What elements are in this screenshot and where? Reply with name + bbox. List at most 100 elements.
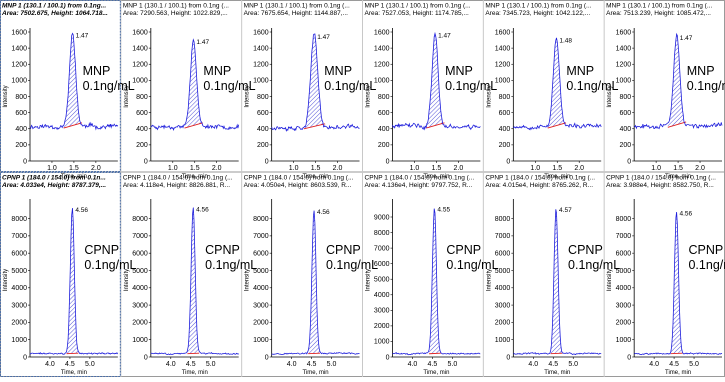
integration-baseline xyxy=(667,121,687,128)
y-tick-label: 400 xyxy=(378,126,390,133)
x-tick-label: 4.0 xyxy=(528,361,538,368)
y-axis-label: Intensity xyxy=(607,269,613,291)
x-tick-label: 4.0 xyxy=(166,361,176,368)
peak-rt-label: 4.56 xyxy=(317,209,330,216)
y-tick-label: 5000 xyxy=(616,268,632,275)
x-axis-label: Time, min xyxy=(665,174,691,180)
y-tick-label: 9000 xyxy=(374,214,390,221)
integration-baseline xyxy=(187,352,200,355)
integration-baseline xyxy=(550,352,563,355)
x-axis-label: Time, min xyxy=(303,174,329,180)
x-tick-label: 5.0 xyxy=(568,361,578,368)
chromatogram-trace xyxy=(392,208,481,356)
panel-title: CPNP 1 (184.0 / 154.0) from 0.1ng (... xyxy=(485,175,595,182)
chromatogram-panel: MNP 1 (130.1 / 100.1) from 0.1ng...Area:… xyxy=(0,0,135,180)
compound-label: MNP xyxy=(324,64,352,78)
y-tick-label: 400 xyxy=(136,126,148,133)
x-tick-label: 2.0 xyxy=(212,165,222,172)
panel-title: MNP 1 (130.1 / 100.1) from 0.1ng (... xyxy=(244,3,350,10)
x-tick-label: 1.5 xyxy=(432,165,442,172)
y-tick-label: 4000 xyxy=(132,285,148,292)
y-tick-label: 2000 xyxy=(374,323,390,330)
y-tick-label: 1200 xyxy=(253,62,269,69)
y-axis-label: Intensity xyxy=(486,85,492,107)
y-tick-label: 4000 xyxy=(253,285,269,292)
integrated-peak-area xyxy=(667,34,687,128)
y-tick-label: 3000 xyxy=(495,302,511,309)
x-tick-label: 1.5 xyxy=(190,165,200,172)
x-axis-label: Time, min xyxy=(544,370,570,376)
y-tick-label: 600 xyxy=(15,110,27,117)
panel-title: CPNP 1 (184.0 / 154.0) from 0.1ng (... xyxy=(123,175,233,182)
y-axis-label: Intensity xyxy=(3,85,9,107)
x-tick-label: 4.5 xyxy=(186,361,196,368)
panel-subtitle: Area: 7527.053, Height: 1174.785,... xyxy=(365,10,470,17)
panel-subtitle: Area: 4.136e4, Height: 9797.752, R... xyxy=(365,182,473,189)
y-tick-label: 1000 xyxy=(616,337,632,344)
panel-title: CPNP 1 (184.0 / 154.0) from 0.1ng (... xyxy=(244,175,354,182)
compound-label: MNP xyxy=(83,64,111,78)
concentration-label: 0.1ng/mL xyxy=(688,258,725,272)
panel-subtitle: Area: 7513.239, Height: 1085.472,... xyxy=(606,10,711,17)
peak-rt-label: 4.56 xyxy=(75,207,88,214)
panel-subtitle: Area: 4.015e4, Height: 8765.262, R... xyxy=(485,182,593,189)
integrated-peak-area xyxy=(184,39,203,129)
compound-label: CPNP xyxy=(84,243,119,257)
peak-rt-label: 1.47 xyxy=(680,35,693,42)
y-tick-label: 3000 xyxy=(132,302,148,309)
concentration-label: 0.1ng/mL xyxy=(324,79,376,93)
integrated-peak-area xyxy=(550,209,563,354)
chromatogram-panel: CPNP 1 (184.0 / 154.0) from 0.1ng (...Ar… xyxy=(365,175,499,377)
peak-rt-label: 4.56 xyxy=(679,211,692,218)
x-tick-label: 4.5 xyxy=(307,361,317,368)
x-tick-label: 5.0 xyxy=(448,361,458,368)
concentration-label: 0.1ng/mL xyxy=(83,79,135,93)
y-tick-label: 0 xyxy=(265,354,269,361)
chromatogram-panel: CPNP 1 (184.0 / 154.0) from 0.1ng (...Ar… xyxy=(485,175,620,377)
x-axis-label: Time, min xyxy=(182,174,208,180)
x-tick-label: 4.0 xyxy=(649,361,659,368)
y-tick-label: 1400 xyxy=(253,45,269,52)
y-tick-label: 0 xyxy=(506,158,510,165)
integration-baseline xyxy=(426,122,445,129)
y-tick-label: 1000 xyxy=(253,337,269,344)
y-tick-label: 800 xyxy=(257,94,269,101)
y-tick-label: 1000 xyxy=(374,339,390,346)
y-tick-label: 4000 xyxy=(616,285,632,292)
peak-rt-label: 1.47 xyxy=(196,39,209,46)
x-tick-label: 2.0 xyxy=(454,165,464,172)
x-tick-label: 1.0 xyxy=(651,165,661,172)
integration-baseline xyxy=(66,352,79,355)
y-tick-label: 4000 xyxy=(495,285,511,292)
concentration-label: 0.1ng/mL xyxy=(566,79,618,93)
x-axis-label: Time, min xyxy=(665,370,691,376)
x-tick-label: 4.5 xyxy=(65,361,75,368)
y-tick-label: 200 xyxy=(619,142,631,149)
panel-title: MNP 1 (130.1 / 100.1) from 0.1ng (... xyxy=(365,3,471,10)
chromatogram-panel: CPNP 1 (184.0 / 154.0) from 0.1ng (...Ar… xyxy=(244,175,378,377)
y-tick-label: 600 xyxy=(378,110,390,117)
y-tick-label: 0 xyxy=(265,158,269,165)
y-tick-label: 200 xyxy=(136,142,148,149)
x-tick-label: 4.0 xyxy=(45,361,55,368)
x-tick-label: 1.0 xyxy=(168,165,178,172)
y-tick-label: 1200 xyxy=(132,62,148,69)
y-tick-label: 8000 xyxy=(616,216,632,223)
y-tick-label: 0 xyxy=(506,354,510,361)
integration-baseline xyxy=(184,122,203,129)
panel-subtitle: Area: 4.050e4, Height: 8603.539, R... xyxy=(244,182,352,189)
y-tick-label: 6000 xyxy=(253,250,269,257)
y-tick-label: 0 xyxy=(386,158,390,165)
y-tick-label: 8000 xyxy=(374,230,390,237)
y-tick-label: 5000 xyxy=(132,268,148,275)
y-tick-label: 1000 xyxy=(11,337,27,344)
compound-label: CPNP xyxy=(326,243,361,257)
y-axis-label: Intensity xyxy=(124,269,130,291)
integrated-peak-area xyxy=(303,34,326,129)
selected-panel-frame xyxy=(0,0,121,172)
chromatogram-trace xyxy=(29,32,119,131)
chromatogram-trace xyxy=(513,209,602,356)
y-tick-label: 1000 xyxy=(11,78,27,85)
panel-subtitle: Area: 4.033e4, Height: 8787.379,... xyxy=(1,182,106,189)
